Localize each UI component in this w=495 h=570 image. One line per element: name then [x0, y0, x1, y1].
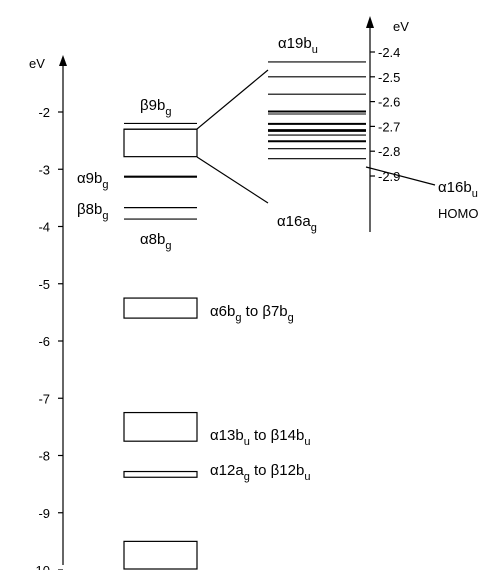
- left-tick-label: -2: [38, 105, 50, 120]
- left-tick-label: -6: [38, 334, 50, 349]
- left-energy-band: [123, 297, 198, 319]
- right-levels: [268, 61, 366, 160]
- homo-pointer-line: [365, 166, 436, 186]
- right-tick-label: -2.5: [378, 70, 400, 85]
- label-alpha19bu: α19bu: [278, 35, 318, 56]
- right-axis-unit: eV: [393, 19, 409, 34]
- label-band-a12: α12ag to β12bu: [210, 462, 310, 483]
- label-beta9bg: β9bg: [140, 97, 171, 118]
- right-tick-label: -2.7: [378, 119, 400, 134]
- correlation-line-bottom: [196, 156, 269, 204]
- left-bands: [123, 128, 198, 570]
- label-beta8bg: β8bg: [77, 201, 108, 222]
- correlation-line-top: [196, 69, 269, 130]
- label-band-a6: α6bg to β7bg: [210, 303, 294, 324]
- left-axis-arrow-icon: [59, 55, 67, 66]
- left-axis: eV -2 -3 -4 -5 -6 -7 -8 -9 -10: [29, 55, 67, 570]
- left-tick-label: -4: [38, 220, 50, 235]
- left-energy-band: [123, 470, 198, 478]
- right-axis-arrow-icon: [366, 16, 374, 28]
- left-tick-label: -10: [31, 563, 50, 570]
- left-axis-unit: eV: [29, 56, 45, 71]
- left-axis-ticks: -2 -3 -4 -5 -6 -7 -8 -9 -10: [31, 105, 63, 570]
- left-energy-band: [123, 411, 198, 442]
- left-tick-label: -9: [38, 506, 50, 521]
- right-axis-ticks: -2.4 -2.5 -2.6 -2.7 -2.8 -2.9: [370, 45, 400, 184]
- left-tick-label: -5: [38, 277, 50, 292]
- right-tick-label: -2.4: [378, 45, 400, 60]
- left-levels: [124, 122, 197, 220]
- left-energy-band: [123, 540, 198, 570]
- right-tick-label: -2.6: [378, 95, 400, 110]
- right-tick-label: -2.8: [378, 144, 400, 159]
- label-alpha16bu: α16bu: [438, 179, 478, 200]
- label-alpha9bg: α9bg: [77, 170, 108, 191]
- right-axis: eV -2.4 -2.5 -2.6 -2.7 -2.8 -2.9: [366, 16, 409, 232]
- label-homo: HOMO: [438, 206, 478, 221]
- label-band-a13: α13bu to β14bu: [210, 427, 310, 448]
- left-tick-label: -7: [38, 391, 50, 406]
- left-energy-band: [123, 128, 198, 158]
- left-tick-label: -8: [38, 449, 50, 464]
- label-alpha16ag: α16ag: [277, 213, 317, 234]
- left-tick-label: -3: [38, 162, 50, 177]
- right-tick-label: -2.9: [378, 169, 400, 184]
- label-alpha8bg: α8bg: [140, 231, 171, 252]
